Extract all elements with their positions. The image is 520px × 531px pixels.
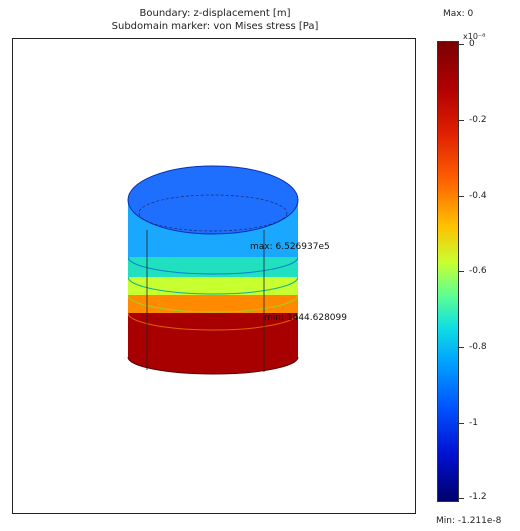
band-5 bbox=[128, 313, 298, 374]
colorbar-tick bbox=[459, 347, 464, 348]
colorbar-tick bbox=[459, 196, 464, 197]
band-3 bbox=[128, 277, 298, 295]
plot-title: Boundary: z-displacement [m] bbox=[139, 8, 291, 19]
colorbar-tick bbox=[459, 44, 464, 45]
colorbar-max-label: Max: 0 bbox=[443, 9, 474, 19]
colorbar-tick-label: -0.2 bbox=[469, 115, 487, 125]
colorbar-tick bbox=[459, 498, 464, 499]
colorbar bbox=[437, 41, 459, 502]
colorbar-exponent: x10⁻⁸ bbox=[463, 32, 486, 41]
colorbar-tick bbox=[459, 423, 464, 424]
colorbar-min-label: Min: -1.211e-8 bbox=[436, 516, 502, 526]
min-annotation: min: 1444.628099 bbox=[264, 313, 347, 323]
band-4 bbox=[128, 295, 298, 313]
cylinder-top-cap bbox=[128, 166, 298, 234]
colorbar-tick-label: -1.2 bbox=[469, 492, 487, 502]
colorbar-tick bbox=[459, 120, 464, 121]
colorbar-tick-label: -0.8 bbox=[469, 342, 487, 352]
colorbar-tick-label: -0.6 bbox=[469, 266, 487, 276]
colorbar-tick-label: -1 bbox=[469, 418, 478, 428]
plot-subtitle: Subdomain marker: von Mises stress [Pa] bbox=[111, 21, 319, 32]
max-annotation: max: 6.526937e5 bbox=[250, 242, 330, 252]
colorbar-tick-label: 0 bbox=[469, 39, 475, 49]
colorbar-tick bbox=[459, 271, 464, 272]
colorbar-tick-label: -0.4 bbox=[469, 191, 487, 201]
